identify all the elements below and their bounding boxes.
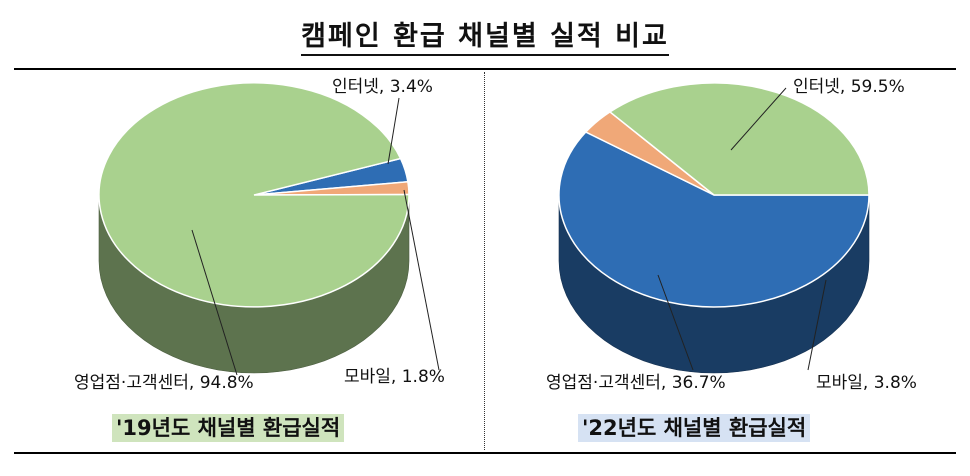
pie-tops bbox=[98, 82, 410, 308]
pie-slice-2 bbox=[608, 82, 870, 196]
slice-label-2: 영업점·고객센터, 36.7% bbox=[546, 373, 726, 393]
top-rule bbox=[14, 68, 956, 70]
bottom-rule bbox=[14, 452, 956, 454]
slice-label-0: 인터넷, 59.5% bbox=[793, 77, 905, 97]
pie-slice-2 bbox=[98, 82, 410, 308]
leader-line-1 bbox=[403, 189, 440, 371]
pie-tops bbox=[558, 82, 870, 308]
chart-panel-2019: 인터넷, 3.4% 모바일, 1.8% 영업점·고객센터, 94.8% '19년도 … bbox=[14, 70, 484, 450]
leader-line-0 bbox=[387, 97, 400, 165]
leader-line-2 bbox=[191, 229, 238, 376]
slice-label-0: 인터넷, 3.4% bbox=[332, 77, 433, 97]
leader-line-1 bbox=[807, 279, 827, 371]
page-title-text: 캠페인 환급 채널별 실적 비교 bbox=[301, 21, 669, 56]
page-title: 캠페인 환급 채널별 실적 비교 bbox=[0, 14, 970, 56]
chart-panel-2022: 인터넷, 59.5% 모바일, 3.8% 영업점·고객센터, 36.7% '22년도… bbox=[486, 70, 956, 450]
chart-caption-2019: '19년도 채널별 환급실적 bbox=[112, 414, 345, 442]
slice-label-2: 영업점·고객센터, 94.8% bbox=[74, 373, 254, 393]
pie-chart-2019: 인터넷, 3.4% 모바일, 1.8% 영업점·고객센터, 94.8% bbox=[74, 77, 445, 393]
slice-label-1: 모바일, 1.8% bbox=[344, 367, 445, 387]
leader-line-2 bbox=[657, 274, 694, 371]
chart-caption-2022: '22년도 채널별 환급실적 bbox=[578, 414, 811, 442]
leader-line-0 bbox=[730, 87, 787, 151]
panel-divider bbox=[484, 72, 485, 450]
slice-label-1: 모바일, 3.8% bbox=[816, 373, 917, 393]
pie-chart-2022: 인터넷, 59.5% 모바일, 3.8% 영업점·고객센터, 36.7% bbox=[546, 77, 917, 393]
